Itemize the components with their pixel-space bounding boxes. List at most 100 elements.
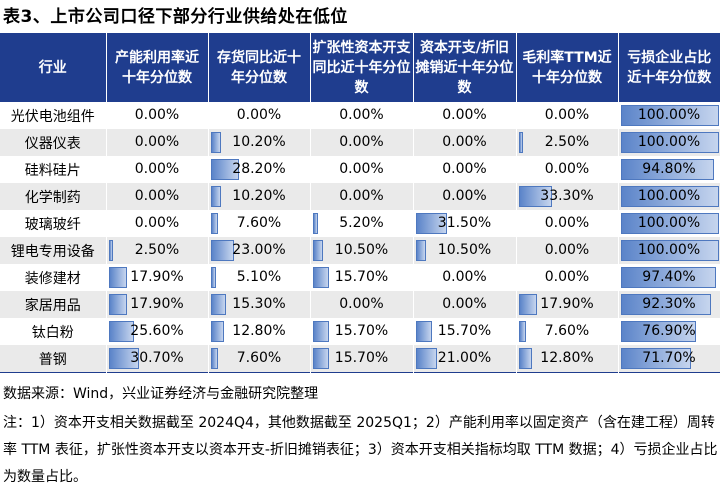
cell-value: 15.70%: [334, 269, 389, 285]
cell-value: 71.70%: [642, 350, 696, 366]
cell-content: 15.70%: [311, 318, 413, 345]
industry-name: 普钢: [0, 345, 107, 373]
cell-content: 10.50%: [414, 237, 516, 264]
value-cell: 0.00%: [106, 183, 209, 210]
cell-value: 23.00%: [232, 242, 286, 258]
cell-value: 15.70%: [334, 323, 389, 339]
cell-content: 0.00%: [414, 156, 516, 183]
value-cell: 0.00%: [310, 129, 414, 156]
value-cell: 7.60%: [516, 318, 619, 345]
value-cell: 0.00%: [516, 210, 619, 237]
value-cell: 28.20%: [208, 156, 311, 183]
cell-value: 10.20%: [232, 134, 286, 150]
cell-value: 0.00%: [442, 188, 487, 204]
cell-content: 0.00%: [517, 264, 618, 291]
data-bar: [620, 321, 696, 342]
table-row: 普钢 30.70% 7.60% 15.70% 21.00% 12.80% 71.70%: [0, 345, 721, 373]
cell-value: 0.00%: [442, 269, 487, 285]
cell-value: 7.60%: [544, 323, 590, 339]
data-bar: [108, 294, 127, 315]
value-cell: 7.60%: [208, 345, 311, 373]
data-bar: [108, 267, 127, 288]
value-cell: 2.50%: [106, 237, 209, 264]
value-cell: 10.50%: [413, 237, 517, 264]
data-bar: [518, 348, 532, 369]
table-row: 玻璃玻纤 0.00% 7.60% 5.20% 31.50% 0.00% 100.00%: [0, 210, 721, 237]
cell-content: 0.00%: [107, 129, 208, 156]
data-bar: [518, 132, 523, 153]
cell-value: 0.00%: [134, 161, 180, 177]
value-cell: 2.50%: [516, 129, 619, 156]
cell-value: 15.30%: [232, 296, 286, 312]
cell-content: 0.00%: [414, 183, 516, 210]
value-cell: 10.20%: [208, 183, 311, 210]
cell-value: 0.00%: [339, 134, 384, 150]
value-cell: 94.80%: [618, 156, 721, 183]
cell-value: 0.00%: [339, 107, 384, 123]
cell-value: 12.80%: [232, 323, 286, 339]
cell-value: 97.40%: [642, 269, 696, 285]
cell-value: 0.00%: [134, 107, 180, 123]
cell-value: 0.00%: [442, 161, 487, 177]
data-bar: [620, 294, 711, 315]
value-cell: 0.00%: [106, 129, 209, 156]
cell-content: 12.80%: [209, 318, 310, 345]
cell-value: 0.00%: [134, 215, 180, 231]
cell-content: 0.00%: [107, 183, 208, 210]
col-header-expansion-capex: 扩张性资本开支同比近十年分位数: [310, 33, 414, 102]
value-cell: 23.00%: [208, 237, 311, 264]
table-row: 仪器仪表 0.00% 10.20% 0.00% 0.00% 2.50% 100.00%: [0, 129, 721, 156]
cell-value: 0.00%: [134, 188, 180, 204]
value-cell: 97.40%: [618, 264, 721, 291]
data-bar: [312, 267, 329, 288]
cell-value: 28.20%: [232, 161, 286, 177]
note-text: 注：1）资本开支相关数据截至 2024Q4，其他数据截至 2025Q1；2）产能…: [3, 415, 718, 485]
cell-content: 2.50%: [517, 129, 618, 156]
cell-value: 0.00%: [134, 134, 180, 150]
value-cell: 0.00%: [106, 102, 209, 129]
cell-content: 5.10%: [209, 264, 310, 291]
cell-content: 0.00%: [414, 291, 516, 318]
value-cell: 0.00%: [310, 291, 414, 318]
data-bar: [620, 186, 719, 207]
cell-value: 21.00%: [437, 350, 492, 366]
table-title: 表3、上市公司口径下部分行业供给处在低位: [3, 7, 348, 27]
cell-value: 15.70%: [334, 350, 389, 366]
cell-content: 0.00%: [517, 210, 618, 237]
value-cell: 0.00%: [516, 264, 619, 291]
value-cell: 0.00%: [310, 156, 414, 183]
cell-value: 0.00%: [339, 188, 384, 204]
data-bar: [312, 321, 329, 342]
cell-content: 0.00%: [517, 102, 618, 129]
cell-content: 100.00%: [619, 183, 720, 210]
value-cell: 5.20%: [310, 210, 414, 237]
cell-value: 10.20%: [232, 188, 286, 204]
value-cell: 7.60%: [208, 210, 311, 237]
value-cell: 0.00%: [106, 156, 209, 183]
table-row: 化学制药 0.00% 10.20% 0.00% 0.00% 33.30% 100.00%: [0, 183, 721, 210]
data-bar: [620, 348, 691, 369]
data-bar: [210, 132, 221, 153]
cell-content: 0.00%: [414, 102, 516, 129]
industry-name: 锂电专用设备: [0, 237, 107, 264]
cell-value: 100.00%: [637, 134, 701, 150]
value-cell: 31.50%: [413, 210, 517, 237]
cell-content: 76.90%: [619, 318, 720, 345]
cell-value: 31.50%: [437, 215, 492, 231]
data-bar: [518, 186, 552, 207]
value-cell: 76.90%: [618, 318, 721, 345]
cell-content: 15.70%: [414, 318, 516, 345]
cell-content: 0.00%: [311, 183, 413, 210]
value-cell: 0.00%: [310, 102, 414, 129]
source-text: 数据来源：Wind，兴业证券经济与金融研究院整理: [3, 386, 319, 402]
cell-content: 15.70%: [311, 264, 413, 291]
data-bar: [415, 240, 426, 261]
col-header-inventory: 存货同比近十年分位数: [208, 33, 311, 102]
cell-value: 30.70%: [130, 350, 184, 366]
cell-value: 0.00%: [544, 215, 590, 231]
cell-value: 100.00%: [637, 242, 701, 258]
cell-value: 0.00%: [442, 134, 487, 150]
data-bar: [210, 186, 221, 207]
value-cell: 17.90%: [106, 264, 209, 291]
cell-content: 28.20%: [209, 156, 310, 183]
